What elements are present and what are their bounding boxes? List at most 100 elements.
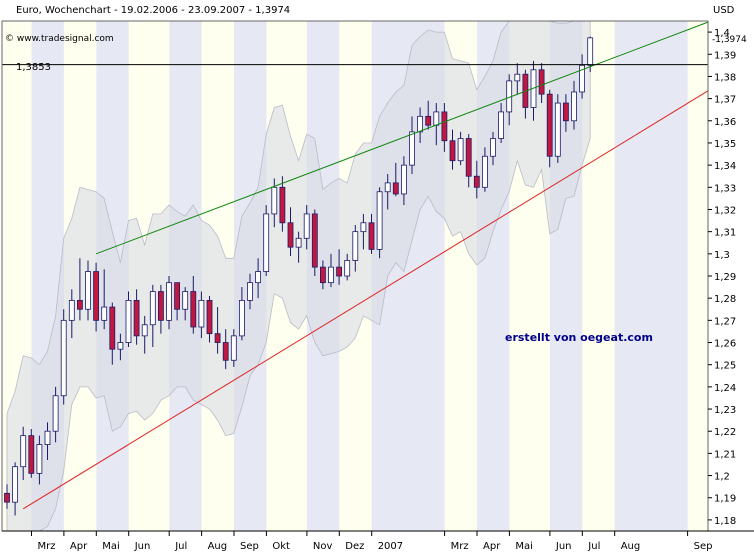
candle-body xyxy=(36,444,43,474)
candle-body xyxy=(490,138,496,157)
candle-body xyxy=(222,342,229,361)
x-tick-label: Nov xyxy=(313,541,333,552)
candle-body xyxy=(571,91,577,122)
watermark: erstellt von oegeat.com xyxy=(505,331,653,344)
y-tick-label: 1,35 xyxy=(714,139,736,150)
candle-body xyxy=(425,115,432,126)
month-stripe xyxy=(614,21,688,531)
candle-body xyxy=(400,164,407,195)
candle-body xyxy=(117,342,124,350)
chart-title: Euro, Wochenchart - 19.02.2006 - 23.09.2… xyxy=(16,5,290,16)
candle-body xyxy=(295,237,302,248)
y-tick-label: 1,38 xyxy=(714,72,736,83)
x-tick-label: Mai xyxy=(515,541,533,552)
candle-body xyxy=(271,186,278,215)
candle-body xyxy=(481,155,488,188)
x-tick-label: Sep xyxy=(240,541,259,552)
candle-body xyxy=(465,138,472,177)
candle-body xyxy=(376,191,383,250)
candle-body xyxy=(77,299,83,310)
lower-trend-line xyxy=(22,90,709,510)
x-tick-label: Jul xyxy=(174,541,187,552)
candle-body xyxy=(12,466,19,503)
candle-body xyxy=(133,299,140,337)
x-tick-label: Mrz xyxy=(38,541,56,552)
x-axis: Mrz Apr Mai Jun Jul Aug Sep Okt Nov Dez 2007 Mrz Apr… xyxy=(31,531,713,552)
x-tick-label: Dez xyxy=(345,541,364,552)
y-tick-label: 1,36 xyxy=(714,117,736,128)
candle-body xyxy=(166,282,172,321)
candle-body xyxy=(360,222,367,233)
candle-body xyxy=(52,395,59,432)
y-tick-label: 1,3 xyxy=(714,250,730,261)
x-tick-label: Mrz xyxy=(451,541,469,552)
candle-body xyxy=(384,182,391,193)
candle-body xyxy=(352,231,359,261)
x-tick-label: Jun xyxy=(134,541,151,552)
candle-body xyxy=(457,138,464,162)
y-axis: 1,18 1,19 1,2 1,21 1,22 1,23 1,24 1,25 1,26 1,27 1… xyxy=(708,28,747,527)
candle-body xyxy=(182,291,189,310)
candle-body xyxy=(238,299,245,337)
candle-body xyxy=(563,102,569,122)
y-tick-label: 1,37 xyxy=(714,95,736,106)
source-label: © www.tradesignal.com xyxy=(5,34,114,44)
last-value-label: -1,3974 xyxy=(712,35,747,45)
candle-body xyxy=(206,299,213,335)
y-tick-label: 1,22 xyxy=(714,427,736,438)
candle-body xyxy=(409,131,415,166)
candle-body xyxy=(287,222,294,248)
x-tick-label: Apr xyxy=(483,541,501,552)
y-tick-label: 1,25 xyxy=(714,361,736,372)
candle-body xyxy=(149,291,156,326)
candle-body xyxy=(417,115,424,133)
candle-body xyxy=(109,306,116,350)
candle-body xyxy=(538,69,545,95)
candle-body xyxy=(44,430,51,445)
y-tick-label: 1,28 xyxy=(714,294,736,305)
candle-body xyxy=(498,111,505,139)
candle-body xyxy=(125,299,132,343)
x-tick-label: Mai xyxy=(102,541,120,552)
y-tick-label: 1,26 xyxy=(714,339,736,350)
candle-body xyxy=(174,282,181,310)
candle-body xyxy=(441,111,448,142)
x-tick-label: Aug xyxy=(208,541,228,552)
candle-body xyxy=(214,333,221,343)
candle-body xyxy=(28,435,35,474)
candle-body xyxy=(93,271,99,321)
y-tick-label: 1,2 xyxy=(714,472,730,483)
candle-body xyxy=(60,319,67,397)
candle-body xyxy=(392,182,399,195)
y-tick-label: 1,31 xyxy=(714,228,736,239)
y-tick-label: 1,23 xyxy=(714,405,736,416)
y-tick-label: 1,34 xyxy=(714,161,736,172)
candle-body xyxy=(336,266,343,277)
upper-trend-line xyxy=(95,21,709,255)
y-tick-label: 1,4 xyxy=(714,28,730,39)
candle-body xyxy=(587,37,594,66)
candle-body xyxy=(157,291,164,321)
candle-body xyxy=(449,140,456,162)
candle-body xyxy=(368,222,375,250)
y-tick-label: 1,18 xyxy=(714,516,736,527)
x-tick-label: Apr xyxy=(70,541,88,552)
candle-body xyxy=(68,299,75,321)
x-tick-label: Okt xyxy=(272,541,290,552)
candle-body xyxy=(319,266,326,284)
y-tick-label: 1,19 xyxy=(714,494,736,505)
candle-body xyxy=(85,271,91,310)
candle-body xyxy=(190,291,197,328)
x-tick-label: Jul xyxy=(587,541,600,552)
candle-body xyxy=(20,435,27,468)
x-tick-label: Sep xyxy=(694,541,713,552)
candle-body xyxy=(141,324,148,337)
x-tick-label: Aug xyxy=(621,541,641,552)
candle-body xyxy=(344,260,351,277)
candle-body xyxy=(473,175,480,188)
x-tick-label: 2007 xyxy=(378,541,403,552)
y-tick-label: 1,21 xyxy=(714,449,736,460)
candle-body xyxy=(4,492,10,503)
y-tick-label: 1,24 xyxy=(714,383,736,394)
